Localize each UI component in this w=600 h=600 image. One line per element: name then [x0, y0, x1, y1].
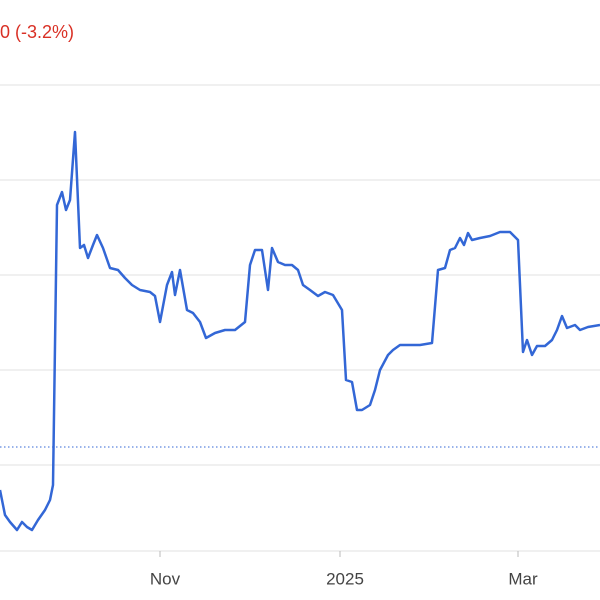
- x-tick-label: Mar: [508, 569, 538, 588]
- price-line: [0, 130, 600, 532]
- x-tick-label: 2025: [326, 569, 364, 588]
- change-annotation: 0 (-3.2%): [0, 22, 74, 42]
- x-tick-label: Nov: [150, 569, 181, 588]
